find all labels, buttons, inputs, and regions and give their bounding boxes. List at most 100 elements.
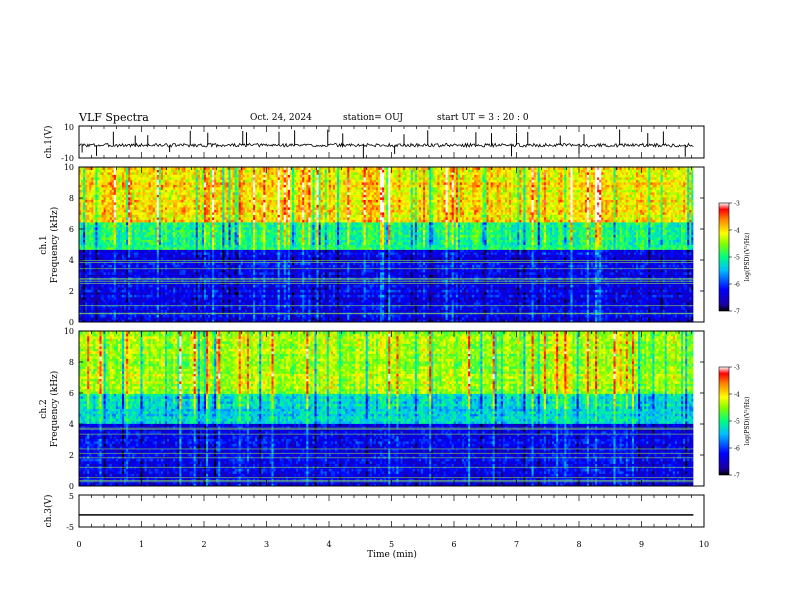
spectrogram-cell (138, 257, 141, 260)
spectrogram-cell (111, 272, 115, 275)
spectrogram-cell (87, 259, 90, 263)
spectrogram-cell (91, 269, 94, 273)
spectrogram-cell (130, 234, 133, 238)
spectrogram-cell (109, 317, 113, 320)
spectrogram-cell (107, 169, 111, 173)
spectrogram-cell (113, 292, 117, 295)
spectrogram-cell (101, 214, 104, 218)
spectrogram-cell (91, 199, 94, 203)
spectrogram-cell (128, 257, 131, 260)
spectrogram-cell (119, 317, 123, 320)
spectrogram-cell (95, 272, 98, 275)
spectrogram-cell (115, 289, 119, 293)
spectrogram-cell (128, 174, 131, 178)
spectrogram-cell (107, 302, 111, 305)
spectrogram-cell (95, 259, 98, 263)
spectrogram-cell (109, 264, 113, 268)
ch1-ytick-label: -10 (61, 154, 74, 163)
spectrogram-cell (105, 247, 109, 250)
spectrogram-cell (79, 234, 82, 238)
spectrogram-cell (79, 307, 82, 310)
spectrogram-cell (91, 209, 94, 213)
spectrogram-cell (124, 167, 127, 170)
spectrogram-cell (134, 242, 137, 245)
spectrogram-cell (107, 249, 111, 253)
spectrogram-cell (128, 169, 131, 173)
spectrogram-cell (130, 254, 133, 258)
spectrogram-cell (95, 317, 98, 320)
spectrogram-cell (142, 177, 145, 180)
spectrogram-cell (132, 244, 135, 248)
spectrogram-cell (107, 192, 111, 195)
spectrogram-cell (140, 172, 143, 175)
spectrogram-cell (126, 289, 129, 293)
spectrogram-cell (122, 217, 125, 220)
spectrogram-cell (99, 319, 102, 323)
spectrogram-cell (122, 212, 125, 215)
spectrogram-cell (105, 224, 109, 228)
spectrogram-cell (117, 314, 121, 318)
spectrogram-cell (93, 194, 96, 198)
ch1-noise-trace (78, 142, 694, 149)
spectrogram-cell (122, 207, 125, 210)
spectrogram-cell (138, 219, 141, 223)
spectrogram-cell (107, 299, 111, 303)
spectrogram-cell (103, 264, 107, 268)
spectrogram-cell (134, 252, 137, 255)
spectrogram-cell (136, 314, 139, 318)
spectrogram-cell (95, 204, 98, 208)
spectrogram-cell (146, 264, 150, 268)
chart-title: VLF Spectra (79, 111, 149, 124)
spectrogram-cell (109, 237, 113, 240)
spectrogram-cell (89, 252, 92, 255)
spectrogram-cell (93, 214, 96, 218)
spectrogram-cell (99, 217, 102, 220)
spectrogram-cell (107, 207, 111, 210)
spectrogram-cell (138, 297, 141, 300)
spectrogram-cell (117, 237, 121, 240)
spectrogram-cell (115, 234, 119, 238)
spectrogram-cell (99, 264, 102, 268)
spectrogram-cell (103, 257, 107, 260)
spectrogram-cell (111, 204, 115, 208)
spectrogram-cell (87, 242, 90, 245)
spectrogram-cell (124, 209, 127, 213)
spectrogram-cell (83, 224, 86, 228)
spectrogram-cell (140, 179, 143, 183)
spectrogram-cell (79, 294, 82, 298)
spectrogram-cell (126, 219, 129, 223)
spectrogram-cell (107, 244, 111, 248)
spectrogram-cell (142, 209, 145, 213)
spectrogram-cell (117, 214, 121, 218)
spectrogram-cell (146, 237, 150, 240)
spectrogram-cell (93, 202, 96, 205)
spectrogram-cell (119, 222, 123, 225)
spectrogram-cell (101, 212, 104, 215)
spectrogram-cell (85, 174, 88, 178)
spectrogram-cell (103, 169, 107, 173)
spectrogram-cell (99, 197, 102, 200)
spectrogram-cell (134, 289, 137, 293)
spectrogram-cell (140, 247, 143, 250)
spectrogram-cell (107, 269, 111, 273)
spectrogram-cell (144, 184, 147, 188)
spectrogram-cell (128, 184, 131, 188)
spectrogram-cell (99, 224, 102, 228)
spectrogram-cell (119, 224, 123, 228)
spectrogram-cell (148, 249, 152, 253)
spectrogram-cell (138, 234, 141, 238)
spectrogram-cell (115, 182, 119, 185)
spectrogram-cell (83, 182, 86, 185)
spectrogram-cell (95, 284, 98, 288)
spectrogram-cell (142, 264, 145, 268)
spectrogram-cell (83, 294, 86, 298)
spectrogram-cell (85, 224, 88, 228)
spectrogram-cell (126, 292, 129, 295)
spectrogram-cell (144, 229, 147, 233)
spectrogram-cell (99, 227, 102, 230)
spectrogram-cell (89, 204, 92, 208)
spectrogram-cell (97, 169, 100, 173)
spectrogram-cell (79, 249, 82, 253)
spectrogram-cell (87, 289, 90, 293)
spectrogram-cell (130, 202, 133, 205)
